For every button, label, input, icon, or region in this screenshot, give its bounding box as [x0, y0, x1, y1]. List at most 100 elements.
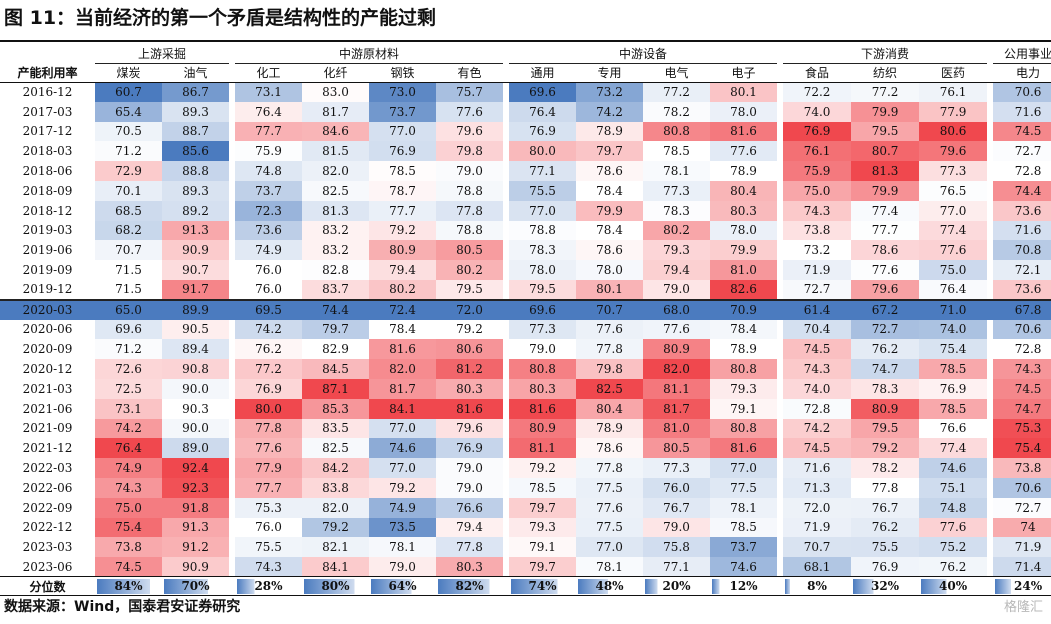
percentile-bar: 74%: [511, 578, 575, 594]
column-header: 电子: [731, 66, 756, 80]
heatmap-cell: 90.3: [162, 398, 230, 419]
heatmap-cell: 79.0: [436, 458, 504, 478]
heatmap-cell: 77.1: [509, 161, 577, 181]
heatmap-cell: 85.3: [302, 398, 370, 419]
heatmap-cell: 78.7: [369, 180, 437, 201]
heatmap-cell: 71.3: [783, 477, 852, 498]
heatmap-cell: 72.7: [783, 279, 852, 300]
row-header-label: 产能利用率: [17, 65, 78, 80]
heatmap-cell: 87.1: [302, 378, 370, 399]
heatmap-cell: 82.9: [302, 339, 370, 360]
heatmap-cell: 72.9: [95, 161, 162, 181]
heatmap-cell: 74.3: [95, 477, 162, 498]
heatmap-cell: 73.0: [369, 82, 437, 102]
heatmap-cell: 79.0: [643, 517, 711, 538]
heatmap-cell: 73.8: [993, 458, 1051, 478]
percentile-cell: 82%: [436, 577, 503, 596]
heatmap-cell: 78.4: [710, 319, 778, 340]
heatmap-cell: 76.4: [919, 279, 988, 300]
heatmap-cell: 74.3: [235, 557, 303, 577]
heatmap-cell: 70.6: [993, 319, 1051, 340]
percentile-bar: 20%: [645, 578, 709, 594]
heatmap-cell: 79.3: [643, 240, 711, 261]
column-header: 有色: [457, 66, 482, 80]
heatmap-cell: 76.9: [783, 121, 852, 142]
heatmap-cell: 74.2: [576, 101, 644, 122]
heatmap-cell: 83.0: [302, 82, 370, 102]
heatmap-cell: 80.8: [710, 418, 778, 439]
heatmap-cell: 85.6: [162, 141, 230, 162]
row-label: 2018-12: [22, 203, 73, 218]
heatmap-cell: 82.0: [643, 359, 711, 379]
chart-title: 图 11：当前经济的第一个矛盾是结构性的产能过剩: [4, 7, 437, 29]
heatmap-cell: 67.8: [993, 299, 1051, 320]
heatmap-cell: 68.0: [643, 299, 711, 320]
heatmap-cell: 81.2: [436, 359, 504, 379]
heatmap-cell: 80.9: [851, 398, 920, 419]
heatmap-cell: 84.6: [302, 121, 370, 142]
heatmap-cell: 81.1: [643, 378, 711, 399]
heatmap-cell: 76.2: [851, 339, 920, 360]
heatmap-cell: 83.8: [302, 477, 370, 498]
heatmap-cell: 77.3: [919, 161, 988, 181]
table-row: 2018-12 68.5 89.2 72.3 81.3 77.7 77.8 77.0 79.9 7…: [0, 200, 1051, 221]
heatmap-cell: 76.0: [235, 279, 303, 300]
heatmap-cell: 75.0: [95, 497, 162, 518]
table-row: 2018-09 70.1 89.3 73.7 82.5 78.7 78.8 75.5 78.4 7…: [0, 180, 1051, 201]
heatmap-cell: 75.5: [235, 537, 303, 558]
heatmap-cell: 74: [993, 517, 1051, 538]
row-label: 2020-03: [0, 299, 95, 320]
group-header: 中游原材料: [235, 44, 504, 64]
heatmap-cell: 75.3: [235, 497, 303, 518]
heatmap-cell: 78.1: [710, 497, 778, 518]
table-row: 2019-03 68.2 91.3 73.6 83.2 79.2 78.8 78.8 78.4 8…: [0, 220, 1051, 241]
heatmap-cell: 76.2: [235, 339, 303, 360]
heatmap-cell: 70.7: [95, 240, 162, 261]
heatmap-cell: 76.4: [95, 438, 162, 459]
heatmap-cell: 77.1: [643, 557, 711, 577]
heatmap-cell: 73.1: [95, 398, 162, 419]
heatmap-cell: 82.0: [302, 161, 370, 181]
heatmap-cell: 78.2: [851, 458, 920, 478]
heatmap-cell: 81.5: [302, 141, 370, 162]
heatmap-cell: 81.7: [643, 398, 711, 419]
percentile-bar: 80%: [304, 578, 368, 594]
heatmap-cell: 74.8: [919, 497, 988, 518]
percentile-cell: 20%: [643, 577, 710, 596]
heatmap-cell: 80.1: [710, 82, 778, 102]
percentile-bar: 8%: [785, 578, 850, 594]
heatmap-cell: 73.7: [369, 101, 437, 122]
heatmap-cell: 77.3: [643, 180, 711, 201]
table-row: 2020-03 65.0 89.9 69.5 74.4 72.4 72.0 69.6 70.7 6…: [0, 299, 1051, 320]
heatmap-cell: 76.5: [919, 180, 988, 201]
heatmap-cell: 80.3: [436, 557, 504, 577]
heatmap-cell: 80.0: [509, 141, 577, 162]
heatmap-cell: 77.6: [851, 260, 920, 280]
heatmap-cell: 71.6: [783, 458, 852, 478]
heatmap-cell: 91.7: [162, 279, 230, 300]
heatmap-cell: 80.5: [643, 438, 711, 459]
heatmap-cell: 70.6: [993, 82, 1051, 102]
percentile-cell: 12%: [710, 577, 777, 596]
heatmap-cell: 72.3: [235, 200, 303, 221]
column-header: 化纤: [323, 66, 348, 80]
heatmap-cell: 78.3: [851, 378, 920, 399]
heatmap-cell: 76.9: [851, 557, 920, 577]
heatmap-cell: 79.3: [710, 378, 778, 399]
heatmap-cell: 80.3: [509, 378, 577, 399]
heatmap-cell: 73.8: [95, 537, 162, 558]
heatmap-cell: 77.8: [576, 458, 644, 478]
group-header: 公用事业: [993, 44, 1051, 64]
heatmap-cell: 84.1: [369, 398, 437, 419]
percentile-cell: 70%: [162, 577, 229, 596]
heatmap-cell: 78.4: [369, 319, 437, 340]
heatmap-cell: 88.8: [162, 161, 230, 181]
heatmap-cell: 89.3: [162, 180, 230, 201]
heatmap-cell: 77.8: [851, 477, 920, 498]
heatmap-cell: 77.5: [576, 477, 644, 498]
heatmap-cell: 71.2: [95, 141, 162, 162]
row-label: 2022-06: [22, 480, 73, 495]
heatmap-cell: 91.3: [162, 220, 230, 241]
heatmap-cell: 84.5: [302, 359, 370, 379]
heatmap-cell: 80.3: [710, 200, 778, 221]
